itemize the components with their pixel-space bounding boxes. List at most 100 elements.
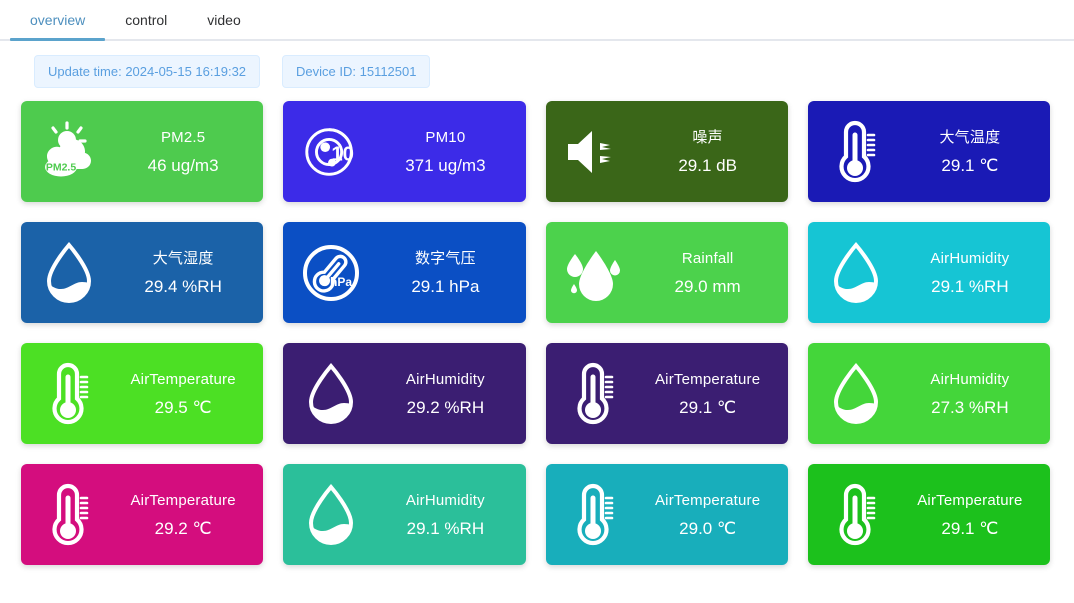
thermometer-icon	[839, 483, 876, 545]
sensor-card-text: AirHumidity 29.2 %RH	[379, 372, 525, 416]
svg-text:hPa: hPa	[330, 275, 352, 289]
sensor-card[interactable]: 大气温度 29.1 ℃	[807, 101, 1050, 202]
sensor-card-value: 29.0 mm	[674, 276, 741, 296]
thermometer-icon	[546, 361, 642, 427]
sensor-card-text: AirTemperature 29.1 ℃	[642, 372, 788, 416]
sensor-card-value: 371 ug/m3	[405, 155, 486, 175]
svg-text:10: 10	[332, 143, 355, 165]
thermometer-icon	[839, 120, 876, 182]
sensor-card-text: AirTemperature 29.0 ℃	[642, 493, 788, 537]
sensor-card-value: 29.0 ℃	[679, 518, 737, 538]
sensor-card-text: 数字气压 29.1 hPa	[379, 251, 525, 295]
sensor-card-text: AirHumidity 29.1 %RH	[379, 493, 525, 537]
sensor-card-text: 噪声 29.1 dB	[642, 130, 788, 174]
sensor-card[interactable]: AirHumidity 29.2 %RH	[283, 343, 526, 444]
tab-control[interactable]: control	[105, 0, 187, 40]
thermometer-icon	[576, 362, 613, 424]
svg-text:PM2.5: PM2.5	[46, 161, 77, 173]
thermometer-icon	[52, 362, 89, 424]
thermometer-icon	[808, 119, 904, 185]
sensor-card[interactable]: PM2.5 PM2.5 46 ug/m3	[21, 101, 264, 202]
droplet-icon	[808, 240, 904, 306]
sensor-card-label: AirTemperature	[917, 491, 1023, 509]
device-id-badge: Device ID: 15112501	[282, 55, 431, 88]
sensor-card-value: 29.5 ℃	[154, 397, 212, 417]
info-badge-row: Update time: 2024-05-15 16:19:32 Device …	[0, 41, 1074, 88]
thermometer-icon	[576, 483, 613, 545]
sensor-card-label: Rainfall	[681, 249, 734, 267]
droplet-icon	[808, 361, 904, 427]
droplet-icon	[309, 362, 354, 424]
sensor-card-value: 29.1 ℃	[941, 155, 999, 175]
sensor-card-label: PM2.5	[160, 128, 206, 146]
sensor-card-text: Rainfall 29.0 mm	[642, 251, 788, 295]
sensor-card-value: 29.1 ℃	[941, 518, 999, 538]
droplet-icon	[833, 362, 878, 424]
sensor-card-value: 29.1 dB	[678, 155, 737, 175]
sensor-card[interactable]: AirHumidity 29.1 %RH	[807, 222, 1050, 323]
sensor-card[interactable]: AirTemperature 29.2 ℃	[21, 464, 264, 565]
sensor-card-text: AirTemperature 29.1 ℃	[904, 493, 1050, 537]
sensor-card-label: 噪声	[692, 128, 723, 146]
sensor-card-label: AirHumidity	[930, 249, 1010, 267]
sensor-card[interactable]: 10 PM10 371 ug/m3	[283, 101, 526, 202]
sensor-card-text: 大气湿度 29.4 %RH	[117, 251, 263, 295]
sensor-card-text: AirTemperature 29.2 ℃	[117, 493, 263, 537]
thermometer-icon	[546, 482, 642, 548]
thermometer-icon	[52, 483, 89, 545]
sensor-card[interactable]: Rainfall 29.0 mm	[545, 222, 788, 323]
sensor-card-label: 大气温度	[939, 128, 1001, 146]
sensor-card-label: AirTemperature	[654, 370, 761, 388]
sensor-card[interactable]: hPa 数字气压 29.1 hPa	[283, 222, 526, 323]
rainfall-icon	[566, 250, 620, 301]
sensor-card-value: 46 ug/m3	[147, 155, 219, 175]
sensor-card-value: 29.2 %RH	[406, 397, 485, 417]
sensor-card-value: 29.1 %RH	[931, 276, 1009, 296]
sensor-card-label: 数字气压	[414, 249, 476, 267]
sensor-card-label: AirHumidity	[930, 370, 1010, 388]
sensor-card-value: 29.1 ℃	[679, 397, 737, 417]
sensor-card-text: AirHumidity 27.3 %RH	[904, 372, 1050, 416]
pm25-icon: PM2.5	[45, 120, 91, 176]
sensor-card[interactable]: 噪声 29.1 dB	[545, 101, 788, 202]
sensor-card-value: 29.1 hPa	[411, 276, 480, 296]
sensor-card-value: 27.3 %RH	[931, 397, 1009, 417]
sensor-card[interactable]: AirHumidity 27.3 %RH	[807, 343, 1050, 444]
pm25-icon: PM2.5	[21, 120, 117, 184]
sensor-card[interactable]: AirTemperature 29.0 ℃	[545, 464, 788, 565]
sensor-card-label: AirTemperature	[654, 491, 761, 509]
sensor-card-value: 29.4 %RH	[144, 276, 222, 296]
rainfall-icon	[546, 241, 642, 305]
sensor-card-grid: PM2.5 PM2.5 46 ug/m3 10 PM10 371 ug/m3 噪声 2…	[0, 101, 1074, 565]
thermometer-icon	[21, 361, 117, 427]
sensor-card-value: 29.1 %RH	[406, 518, 485, 538]
droplet-icon	[309, 483, 354, 545]
speaker-icon	[546, 123, 642, 181]
sensor-card-text: PM10 371 ug/m3	[379, 130, 525, 174]
tab-control-label: control	[125, 12, 168, 28]
sensor-card-label: 大气湿度	[152, 249, 214, 267]
sensor-card-label: AirTemperature	[130, 491, 236, 509]
update-time-badge: Update time: 2024-05-15 16:19:32	[34, 55, 261, 88]
droplet-icon	[833, 241, 878, 303]
sensor-card[interactable]: AirHumidity 29.1 %RH	[283, 464, 526, 565]
sensor-card[interactable]: AirTemperature 29.1 ℃	[807, 464, 1050, 565]
sensor-card[interactable]: AirTemperature 29.1 ℃	[545, 343, 788, 444]
sensor-card-label: AirTemperature	[130, 370, 236, 388]
thermometer-icon	[21, 482, 117, 548]
tab-video[interactable]: video	[187, 0, 260, 40]
sensor-card-label: AirHumidity	[405, 491, 485, 509]
droplet-icon	[283, 361, 379, 427]
sensor-card-text: AirHumidity 29.1 %RH	[904, 251, 1050, 295]
sensor-card-text: PM2.5 46 ug/m3	[117, 130, 263, 174]
pm10-icon: 10	[305, 127, 355, 176]
tab-overview-label: overview	[30, 12, 86, 28]
sensor-card-label: PM10	[425, 128, 466, 146]
sensor-card[interactable]: AirTemperature 29.5 ℃	[21, 343, 264, 444]
tab-overview[interactable]: overview	[10, 0, 106, 41]
tab-bar: overview control video	[0, 0, 1074, 41]
sensor-card[interactable]: 大气湿度 29.4 %RH	[21, 222, 264, 323]
speaker-icon	[567, 130, 611, 173]
thermometer-icon	[808, 482, 904, 548]
sensor-card-value: 29.2 ℃	[154, 518, 212, 538]
